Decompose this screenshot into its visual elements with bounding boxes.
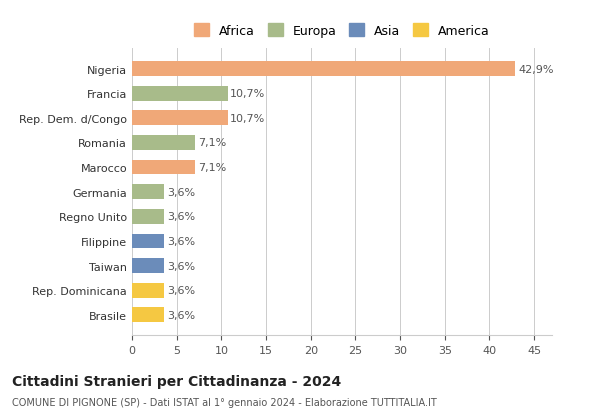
Text: 7,1%: 7,1%: [198, 163, 226, 173]
Bar: [132, 62, 515, 77]
Text: COMUNE DI PIGNONE (SP) - Dati ISTAT al 1° gennaio 2024 - Elaborazione TUTTITALIA: COMUNE DI PIGNONE (SP) - Dati ISTAT al 1…: [12, 397, 437, 407]
Text: 3,6%: 3,6%: [167, 187, 195, 197]
Text: Cittadini Stranieri per Cittadinanza - 2024: Cittadini Stranieri per Cittadinanza - 2…: [12, 374, 341, 388]
Bar: [132, 209, 164, 224]
Text: 3,6%: 3,6%: [167, 236, 195, 246]
Bar: [132, 160, 196, 175]
Bar: [132, 308, 164, 322]
Legend: Africa, Europa, Asia, America: Africa, Europa, Asia, America: [188, 18, 496, 44]
Text: 42,9%: 42,9%: [518, 65, 554, 74]
Bar: [132, 111, 227, 126]
Text: 3,6%: 3,6%: [167, 261, 195, 271]
Text: 7,1%: 7,1%: [198, 138, 226, 148]
Bar: [132, 283, 164, 298]
Bar: [132, 185, 164, 200]
Bar: [132, 258, 164, 273]
Bar: [132, 234, 164, 249]
Bar: [132, 136, 196, 151]
Text: 3,6%: 3,6%: [167, 212, 195, 222]
Text: 3,6%: 3,6%: [167, 310, 195, 320]
Text: 3,6%: 3,6%: [167, 285, 195, 295]
Bar: [132, 87, 227, 101]
Text: 10,7%: 10,7%: [230, 114, 266, 124]
Text: 10,7%: 10,7%: [230, 89, 266, 99]
